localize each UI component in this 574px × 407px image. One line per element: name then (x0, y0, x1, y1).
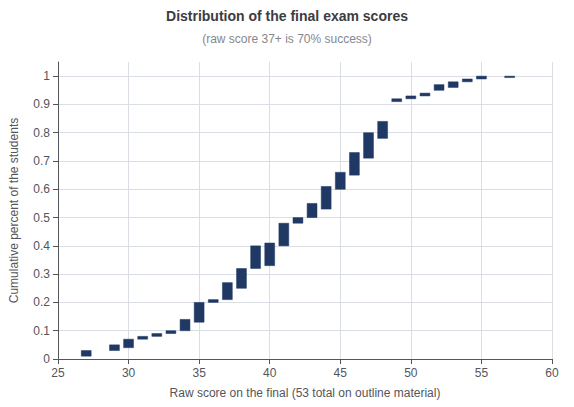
svg-text:1: 1 (43, 69, 50, 83)
svg-text:50: 50 (404, 366, 418, 380)
svg-text:40: 40 (263, 366, 277, 380)
svg-text:35: 35 (192, 366, 206, 380)
svg-text:45: 45 (334, 366, 348, 380)
svg-text:Raw score on the final (53 tot: Raw score on the final (53 total on outl… (170, 386, 441, 400)
svg-text:55: 55 (475, 366, 489, 380)
svg-text:30: 30 (122, 366, 136, 380)
svg-text:0.3: 0.3 (33, 267, 50, 281)
svg-text:0.8: 0.8 (33, 126, 50, 140)
svg-text:0.9: 0.9 (33, 97, 50, 111)
svg-text:0: 0 (43, 352, 50, 366)
svg-text:0.5: 0.5 (33, 211, 50, 225)
svg-text:0.1: 0.1 (33, 324, 50, 338)
svg-text:0.7: 0.7 (33, 154, 50, 168)
svg-text:0.4: 0.4 (33, 239, 50, 253)
svg-text:(raw score 37+ is 70% success): (raw score 37+ is 70% success) (202, 32, 372, 46)
svg-text:0.6: 0.6 (33, 182, 50, 196)
svg-text:25: 25 (51, 366, 65, 380)
svg-text:Cumulative percent of the stud: Cumulative percent of the students (7, 118, 21, 303)
svg-text:0.2: 0.2 (33, 295, 50, 309)
svg-text:Distribution of the final exam: Distribution of the final exam scores (166, 8, 408, 24)
svg-text:60: 60 (545, 366, 559, 380)
